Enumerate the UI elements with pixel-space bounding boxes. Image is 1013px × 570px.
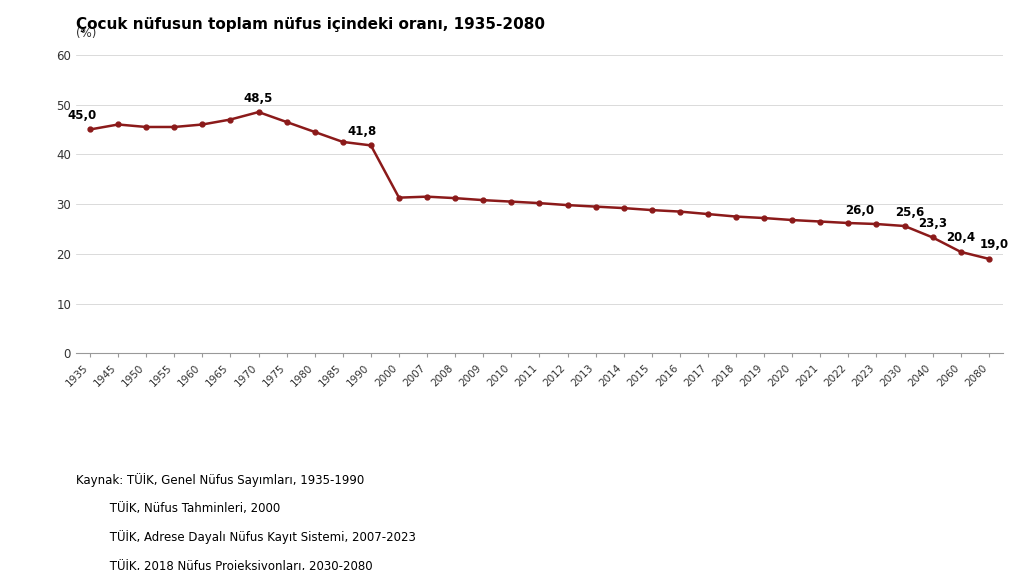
Text: Çocuk nüfusun toplam nüfus içindeki oranı, 1935-2080: Çocuk nüfusun toplam nüfus içindeki oran… <box>76 17 545 32</box>
Text: 19,0: 19,0 <box>980 238 1009 251</box>
Text: TÜİK, Adrese Dayalı Nüfus Kayıt Sistemi, 2007-2023: TÜİK, Adrese Dayalı Nüfus Kayıt Sistemi,… <box>76 530 416 544</box>
Text: 41,8: 41,8 <box>347 125 377 138</box>
Text: Kaynak: TÜİK, Genel Nüfus Sayımları, 1935-1990: Kaynak: TÜİK, Genel Nüfus Sayımları, 193… <box>76 473 365 487</box>
Text: (%): (%) <box>76 27 96 40</box>
Text: TÜİK, Nüfus Tahminleri, 2000: TÜİK, Nüfus Tahminleri, 2000 <box>76 502 281 515</box>
Text: 23,3: 23,3 <box>918 217 947 230</box>
Text: 25,6: 25,6 <box>895 206 925 218</box>
Text: 20,4: 20,4 <box>946 231 976 245</box>
Text: 48,5: 48,5 <box>244 92 274 104</box>
Text: 45,0: 45,0 <box>67 109 96 122</box>
Text: 26,0: 26,0 <box>845 203 874 217</box>
Text: TÜİK, 2018 Nüfus Projeksiyonları, 2030-2080: TÜİK, 2018 Nüfus Projeksiyonları, 2030-2… <box>76 559 373 570</box>
